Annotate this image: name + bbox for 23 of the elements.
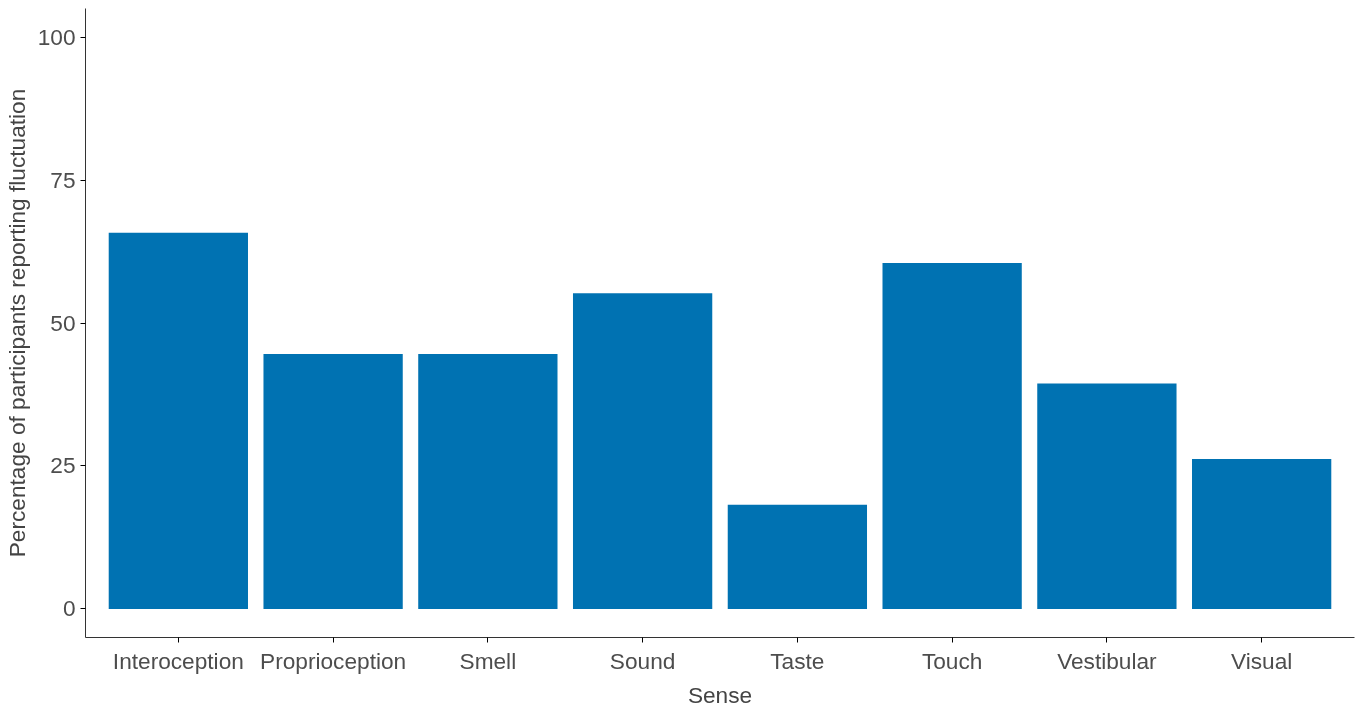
x-tick-label: Interoception [112,647,244,674]
x-tick-label: Touch [921,647,983,674]
bar [108,232,248,609]
x-tick-label: Vestibular [1057,647,1158,674]
x-tick-label: Taste [770,647,825,674]
bar [882,262,1022,609]
y-axis-title: Percentage of participants reporting fluctuation [3,88,30,558]
y-tick-label: 75 [50,166,76,193]
x-axis-title: Sense [687,681,753,708]
bar [418,353,558,609]
bar [1037,383,1177,609]
x-tick-label: Visual [1231,647,1293,674]
x-tick-label: Sound [609,647,676,674]
x-tick-label: Smell [459,647,517,674]
bar [1192,459,1332,609]
y-tick-label: 0 [62,595,76,622]
y-tick-label: 100 [37,23,76,50]
bar [572,293,713,609]
bar [263,353,403,609]
y-tick-label: 25 [50,452,76,479]
x-tick-label: Proprioception [260,647,407,674]
y-tick-label: 50 [50,309,76,336]
bar [727,504,868,609]
